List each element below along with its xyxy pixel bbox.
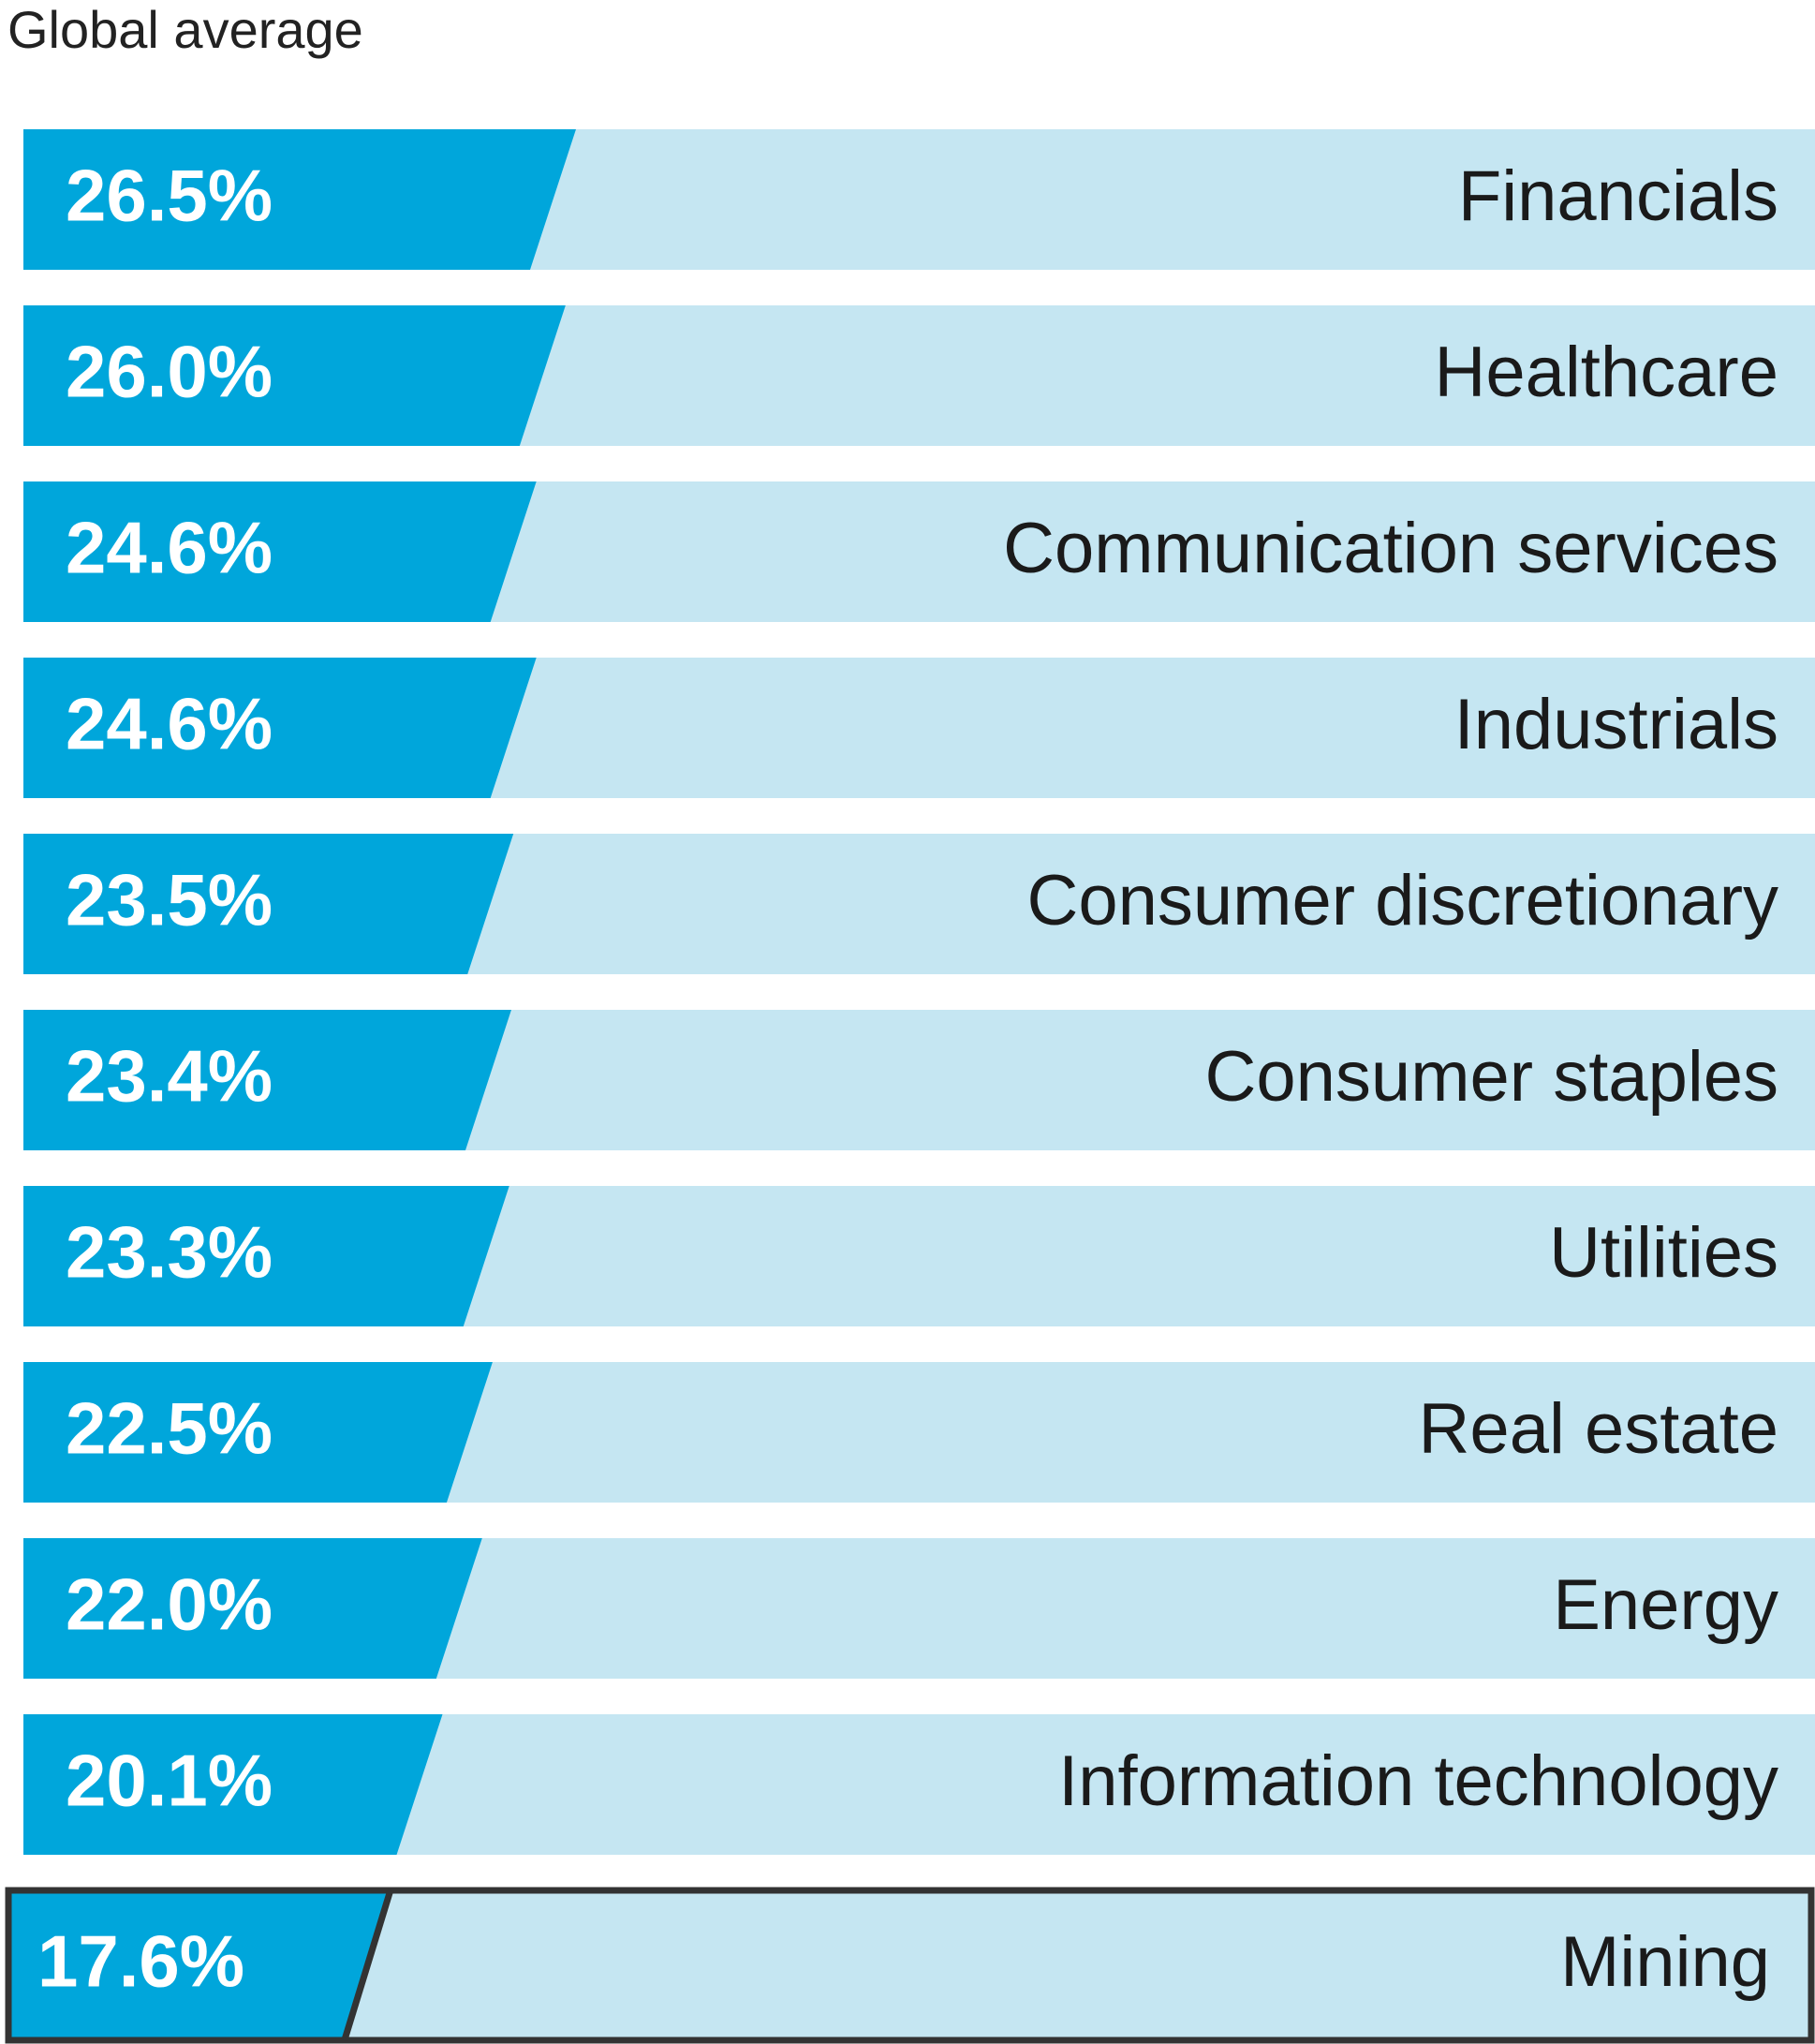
value-label: 17.6%	[37, 1920, 244, 2003]
category-label: Industrials	[1454, 685, 1778, 764]
category-label: Healthcare	[1434, 333, 1778, 412]
category-label: Consumer staples	[1205, 1037, 1779, 1117]
value-label: 26.0%	[66, 331, 273, 413]
category-label: Energy	[1553, 1565, 1778, 1645]
value-label: 24.6%	[66, 683, 273, 765]
category-label: Mining	[1560, 1922, 1770, 2002]
category-label: Real estate	[1419, 1389, 1778, 1469]
category-label: Information technology	[1058, 1741, 1778, 1821]
bar	[8, 1890, 391, 2040]
value-label: 23.4%	[66, 1035, 273, 1118]
category-label: Consumer discretionary	[1026, 861, 1778, 941]
value-label: 22.0%	[66, 1563, 273, 1646]
highlight-divider	[341, 1888, 394, 2042]
value-label: 26.5%	[66, 155, 273, 237]
category-label: Communication services	[1003, 509, 1778, 588]
bar	[23, 658, 537, 798]
category-label: Financials	[1458, 156, 1778, 236]
bar	[23, 129, 576, 270]
bar	[23, 1538, 482, 1679]
value-label: 22.5%	[66, 1387, 273, 1470]
bar	[23, 481, 537, 622]
bar	[23, 1714, 443, 1855]
highlight-border	[5, 1887, 1815, 2044]
value-label: 23.3%	[66, 1211, 273, 1294]
bar	[23, 305, 566, 446]
bar	[23, 1362, 493, 1503]
bar	[23, 834, 514, 974]
bar	[23, 1186, 509, 1326]
value-label: 23.5%	[66, 859, 273, 941]
value-label: 24.6%	[66, 507, 273, 589]
bar	[23, 1010, 511, 1150]
chart-title: Global average	[7, 0, 363, 59]
category-label: Utilities	[1549, 1213, 1778, 1293]
value-label: 20.1%	[66, 1740, 273, 1822]
